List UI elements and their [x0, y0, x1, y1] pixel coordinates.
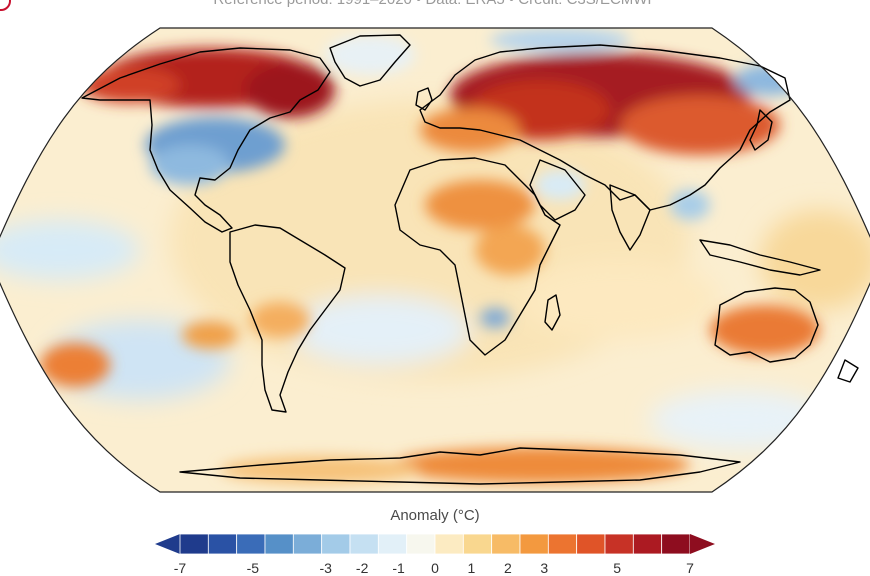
colorbar-swatch — [519, 533, 549, 555]
colorbar-tick-label: -2 — [355, 560, 369, 576]
south-america-outline — [229, 224, 346, 413]
colorbar-swatch — [236, 533, 266, 555]
antarctica-outline — [179, 447, 741, 485]
colorbar-swatch — [207, 533, 238, 555]
north-america-outline — [81, 47, 331, 233]
colorbar-swatch — [462, 533, 493, 555]
colorbar-swatch — [349, 533, 379, 555]
legend-title: Anomaly (°C) — [390, 507, 480, 524]
colorbar-swatch — [179, 533, 209, 555]
colorbar-swatch — [406, 533, 436, 555]
colorbar-tick-label: 0 — [431, 560, 439, 576]
colorbar-tick-label: 2 — [503, 560, 512, 576]
colorbar-arrow-right — [690, 534, 715, 554]
colorbar-arrow-left — [155, 534, 180, 554]
colorbar-swatch — [604, 533, 634, 555]
colorbar-tick-label: 7 — [686, 560, 694, 576]
madagascar-outline — [544, 294, 561, 331]
greenland-outline — [329, 34, 411, 87]
india-outline — [609, 184, 651, 251]
colorbar — [155, 533, 715, 555]
arabia-outline — [529, 159, 586, 221]
globe-outline — [0, 27, 870, 493]
colorbar-swatch — [661, 533, 691, 555]
colorbar-swatch — [377, 533, 408, 555]
map-subtitle: Reference period: 1991–2020 • Data: ERA5… — [0, 0, 870, 8]
logo-icon — [0, 0, 12, 12]
colorbar-swatch — [292, 533, 323, 555]
colorbar-tick-label: -1 — [392, 560, 405, 576]
colorbar-tick-label: -3 — [319, 560, 332, 576]
colorbar-swatch — [576, 533, 606, 555]
colorbar-swatch — [434, 533, 464, 555]
africa-outline — [394, 157, 561, 356]
anomaly-field — [0, 28, 870, 492]
indonesia-outline — [699, 239, 821, 276]
eurasia-outline — [419, 44, 791, 211]
colorbar-swatch — [264, 533, 294, 555]
coastlines — [81, 34, 859, 485]
colorbar-tick-label: 3 — [540, 560, 549, 576]
colorbar-tick-label: -7 — [173, 560, 187, 576]
colorbar-swatch — [321, 533, 351, 555]
australia-outline — [714, 287, 819, 363]
colorbar-swatch — [632, 533, 663, 555]
colorbar-swatch — [547, 533, 578, 555]
new-zealand-outline — [837, 359, 859, 383]
colorbar-tick-label: 1 — [467, 560, 476, 576]
colorbar-tick-label: 5 — [613, 560, 622, 576]
uk-outline — [415, 87, 433, 111]
japan-outline — [749, 109, 773, 151]
colorbar-tick-label: -5 — [246, 560, 260, 576]
colorbar-swatch — [491, 533, 521, 555]
temperature-anomaly-map — [0, 27, 870, 493]
